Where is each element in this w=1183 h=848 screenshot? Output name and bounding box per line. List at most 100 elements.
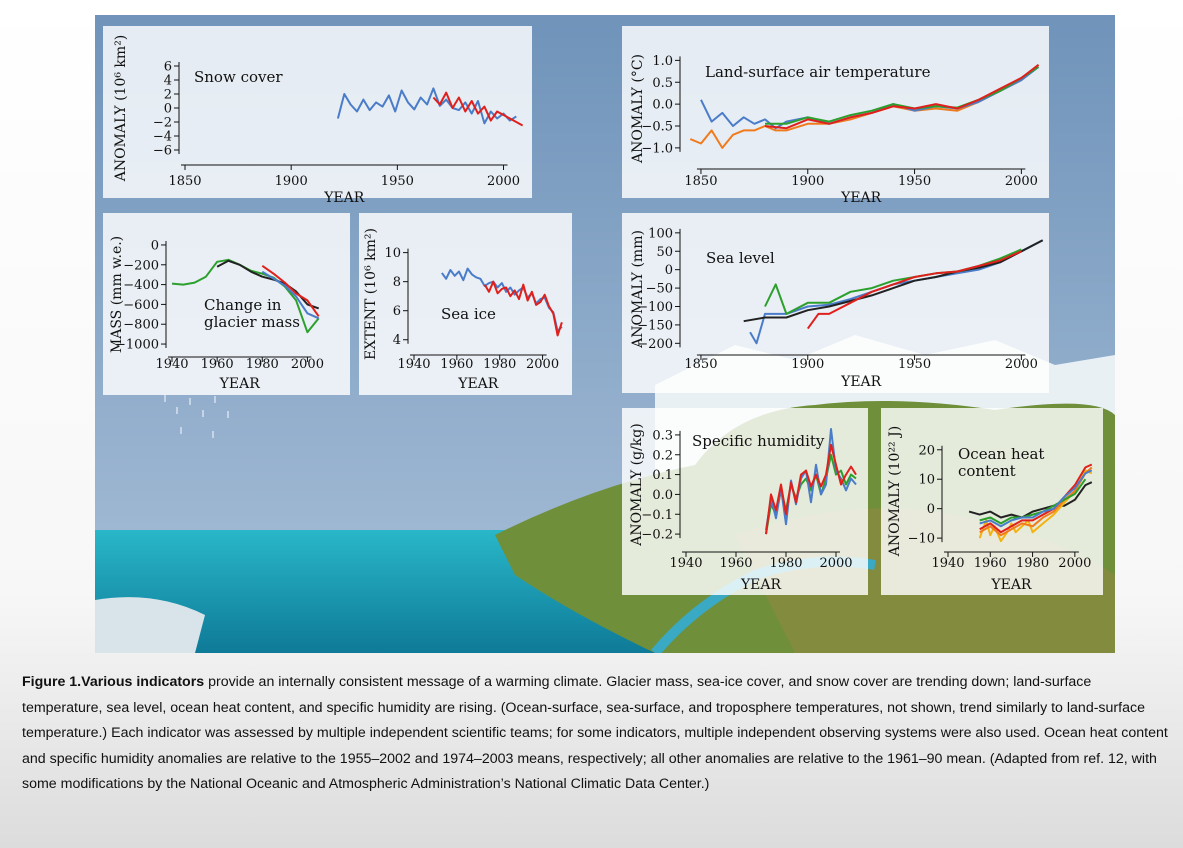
x-tick-label: 1850 [168, 174, 201, 189]
x-tick-label: 1980 [1016, 556, 1049, 571]
sea-level-panel: 100 50 0 −50 −100 −150 −200 1850 1900 1950 2000 YEA… [622, 213, 1049, 393]
series-blue-line [979, 469, 1093, 528]
series-green-line [979, 478, 1087, 525]
y-tick-label: −400 [123, 278, 159, 293]
x-tick-label: 1940 [669, 556, 702, 571]
y-tick-label: 50 [656, 245, 673, 260]
y-tick-label: 4 [393, 333, 401, 348]
y-tick-label: 0.0 [652, 488, 673, 503]
chart-title: Land-surface air temperature [705, 63, 931, 81]
x-tick-label: 1850 [684, 357, 717, 372]
y-tick-label: 0.0 [652, 98, 673, 113]
rain-marks [164, 395, 229, 438]
x-tick-label: 1940 [397, 357, 430, 372]
x-tick-label: 1900 [791, 357, 824, 372]
x-tick-label: 2000 [1005, 174, 1038, 189]
x-tick-label: 2000 [291, 357, 324, 372]
y-tick-label: 6 [393, 304, 401, 319]
land-left-shore [95, 597, 205, 653]
x-tick-label: 1960 [719, 556, 752, 571]
y-tick-label: 0.1 [652, 468, 673, 483]
x-tick-label: 1940 [155, 357, 188, 372]
snow-cover-panel: 6 4 2 0 −2 −4 −6 1850 1900 1950 2000 YEAR ANOMALY (1… [103, 26, 532, 206]
x-tick-label: 1950 [898, 174, 931, 189]
y-tick-label: −0.5 [641, 120, 673, 135]
caption-label: Figure 1. [22, 674, 82, 690]
x-tick-label: 1950 [381, 174, 414, 189]
land-temperature-panel: 1.0 0.5 0.0 −0.5 −1.0 1850 1900 1950 2000 YEAR ANO… [622, 26, 1049, 206]
y-tick-label: −150 [637, 318, 673, 333]
sealevel-chart: 100 50 0 −50 −100 −150 −200 1850 1900 1950 2000 YEA… [630, 226, 1044, 390]
y-tick-label: 4 [164, 74, 172, 89]
y-tick-label: 100 [648, 226, 673, 241]
chart-title: Sea level [706, 249, 775, 267]
x-axis-label: YEAR [740, 577, 782, 593]
caption-text: provide an internally consistent message… [22, 674, 1168, 792]
x-axis-label: YEAR [840, 190, 882, 206]
y-tick-label: −2 [153, 116, 172, 131]
x-axis-label: YEAR [990, 577, 1032, 593]
y-tick-label: 0 [927, 502, 935, 517]
chart-title: Specific humidity [692, 432, 825, 450]
x-tick-label: 2000 [487, 174, 520, 189]
y-tick-label: −4 [153, 130, 172, 145]
series-red-line [432, 91, 524, 127]
x-tick-label: 1980 [769, 556, 802, 571]
y-tick-label: −6 [153, 144, 172, 159]
x-tick-label: 1900 [791, 174, 824, 189]
chart-title: Snow cover [194, 68, 283, 86]
y-tick-label: 1.0 [652, 54, 673, 69]
y-axis-label: ANOMALY (10²² J) [887, 426, 903, 557]
series-red-line [261, 264, 320, 317]
figure-caption: Figure 1.Various indicators provide an i… [22, 670, 1172, 798]
y-tick-label: 0 [164, 102, 172, 117]
series-red-line [806, 250, 1022, 330]
y-tick-label: −0.2 [641, 528, 673, 543]
y-tick-label: −10 [908, 532, 935, 547]
y-axis-label: ANOMALY (10⁶ km²) [113, 35, 129, 183]
y-tick-label: 10 [384, 246, 401, 261]
y-tick-label: 10 [918, 473, 935, 488]
series-black-line [743, 239, 1044, 323]
series-red-line [483, 280, 563, 337]
y-axis-label: MASS (mm w.e.) [109, 236, 125, 353]
ocean-heat-panel: 20 10 0 −10 1940 1960 1980 2000 YEAR ANOMALY (10²… [881, 408, 1103, 595]
land-chart: 1.0 0.5 0.0 −0.5 −1.0 1850 1900 1950 2000 YEAR ANO… [630, 54, 1040, 206]
y-tick-label: 0.5 [652, 76, 673, 91]
caption-bold-lead: Various indicators [81, 674, 205, 690]
series-blue-line [261, 270, 320, 320]
x-tick-label: 2000 [819, 556, 852, 571]
climate-indicators-figure: 6 4 2 0 −2 −4 −6 1850 1900 1950 2000 YEAR ANOMALY (1… [95, 15, 1115, 653]
x-tick-label: 2000 [526, 357, 559, 372]
y-tick-label: −50 [646, 282, 673, 297]
y-tick-label: 20 [918, 443, 935, 458]
y-axis-label: ANOMALY (°C) [630, 54, 646, 164]
y-tick-label: −1000 [115, 338, 159, 353]
seaice-chart: 10 8 6 4 1940 1960 1980 2000 YEAR EXTENT (10⁶ km²… [363, 228, 563, 392]
chart-title: Sea ice [441, 305, 496, 323]
specific-humidity-panel: 0.3 0.2 0.1 0.0 −0.1 −0.2 1940 1960 1980 2000 YEAR… [622, 408, 868, 595]
x-axis-label: YEAR [323, 190, 365, 206]
glacier-chart: 0 −200 −400 −600 −800 −1000 1940 1960 1980 2000 YE… [109, 236, 324, 392]
x-axis-label: YEAR [219, 376, 261, 392]
series-blue-line [336, 87, 517, 125]
y-tick-label: −800 [123, 318, 159, 333]
x-tick-label: 1950 [898, 357, 931, 372]
humidity-chart: 0.3 0.2 0.1 0.0 −0.1 −0.2 1940 1960 1980 2000 YEAR… [629, 423, 857, 593]
y-axis-label: ANOMALY (mm) [630, 230, 646, 349]
x-axis-label: YEAR [840, 374, 882, 390]
series-orange-line [689, 64, 1040, 149]
y-tick-label: −0.1 [641, 508, 673, 523]
x-tick-label: 1960 [201, 357, 234, 372]
y-tick-label: −1.0 [641, 141, 673, 156]
y-tick-label: 8 [393, 275, 401, 290]
y-tick-label: −600 [123, 298, 159, 313]
y-tick-label: −100 [637, 300, 673, 315]
y-tick-label: −200 [123, 258, 159, 273]
x-tick-label: 1980 [483, 357, 516, 372]
x-tick-label: 1900 [275, 174, 308, 189]
sea-ice-panel: 10 8 6 4 1940 1960 1980 2000 YEAR EXTENT (10⁶ km²… [359, 213, 572, 395]
glacier-mass-panel: 0 −200 −400 −600 −800 −1000 1940 1960 1980 2000 YE… [103, 213, 350, 395]
y-axis-label: EXTENT (10⁶ km²) [363, 228, 379, 360]
